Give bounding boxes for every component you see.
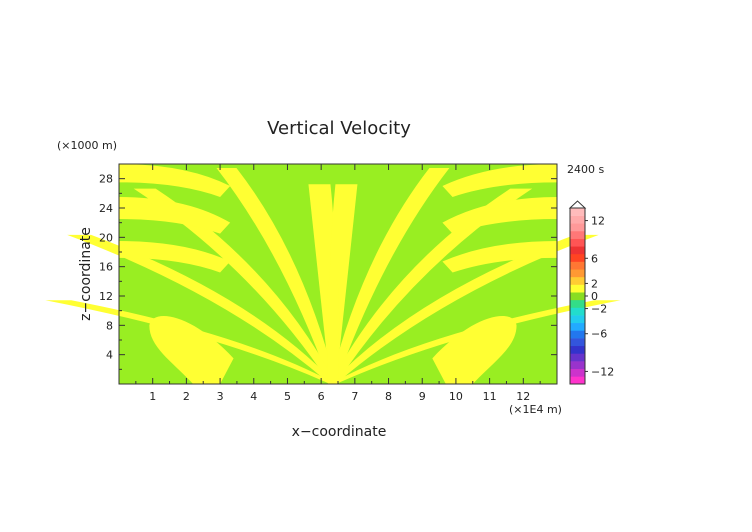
y-tick-label: 8 xyxy=(106,319,113,332)
colorbar-tick-label: 0 xyxy=(591,290,598,303)
x-tick-label: 6 xyxy=(318,390,325,403)
x-tick-label: 2 xyxy=(183,390,190,403)
time-label: 2400 s xyxy=(567,163,604,176)
x-tick-label: 8 xyxy=(385,390,392,403)
colorbar-swatch xyxy=(570,330,585,339)
colorbar-swatch xyxy=(570,215,585,224)
x-tick-label: 12 xyxy=(516,390,530,403)
colorbar-swatch xyxy=(570,261,585,270)
x-tick-label: 10 xyxy=(449,390,463,403)
colorbar-swatch xyxy=(570,208,585,216)
colorbar-swatch xyxy=(570,315,585,324)
colorbar-swatch xyxy=(570,284,585,293)
colorbar-tick-label: 2 xyxy=(591,277,598,290)
x-axis-label: x−coordinate xyxy=(292,424,387,440)
colorbar: 12 6 20−2 −6 −12 xyxy=(568,200,614,385)
x-tick-label: 3 xyxy=(217,390,224,403)
x-tick-label: 11 xyxy=(483,390,497,403)
colorbar-swatch xyxy=(570,376,585,385)
y-tick-label: 12 xyxy=(99,290,113,303)
x-tick-label: 4 xyxy=(250,390,257,403)
y-tick-label: 28 xyxy=(99,173,113,186)
velocity-band xyxy=(329,167,450,384)
velocity-band xyxy=(119,164,231,197)
velocity-band xyxy=(442,164,557,197)
velocity-band xyxy=(442,241,557,273)
colorbar-swatch xyxy=(570,299,585,308)
colorbar-arrow xyxy=(568,200,587,209)
colorbar-swatch xyxy=(570,230,585,239)
colorbar-swatch xyxy=(570,322,585,331)
y-unit-label: (×1000 m) xyxy=(57,139,117,152)
y-axis-ticks: 4 8 12 16 20 24 28 xyxy=(99,173,557,370)
velocity-band xyxy=(119,241,231,273)
colorbar-swatch xyxy=(570,253,585,262)
colorbar-swatch xyxy=(570,246,585,255)
x-tick-label: 1 xyxy=(149,390,156,403)
y-tick-label: 16 xyxy=(99,261,113,274)
colorbar-swatch xyxy=(570,368,585,377)
colorbar-swatch xyxy=(570,292,585,301)
colorbar-swatch xyxy=(570,353,585,362)
colorbar-swatch xyxy=(570,345,585,354)
x-tick-label: 9 xyxy=(419,390,426,403)
x-tick-label: 7 xyxy=(351,390,358,403)
colorbar-swatch xyxy=(570,307,585,316)
velocity-band xyxy=(442,197,557,234)
x-axis-ticks: 1 2 3 4 5 6 7 8 9 10 11 12 xyxy=(135,164,541,403)
velocity-band xyxy=(326,276,340,384)
colorbar-swatch xyxy=(570,238,585,247)
colorbar-tick-label: 12 xyxy=(591,215,605,228)
y-tick-label: 24 xyxy=(99,202,113,215)
colorbar-tick-label: −6 xyxy=(591,328,607,341)
colorbar-swatch xyxy=(570,269,585,278)
velocity-bands xyxy=(45,164,621,384)
x-tick-label: 5 xyxy=(284,390,291,403)
y-axis-label: z−coordinate xyxy=(78,227,94,321)
colorbar-swatch xyxy=(570,338,585,347)
chart-title: Vertical Velocity xyxy=(267,118,411,139)
velocity-band xyxy=(119,197,231,234)
colorbar-tick-label: −12 xyxy=(591,365,614,378)
velocity-band xyxy=(149,315,234,384)
velocity-band xyxy=(432,315,517,384)
x-unit-label: (×1E4 m) xyxy=(509,403,562,416)
colorbar-swatch xyxy=(570,223,585,232)
y-tick-label: 20 xyxy=(99,231,113,244)
colorbar-swatch xyxy=(570,276,585,285)
colorbar-tick-label: 6 xyxy=(591,252,598,265)
colorbar-tick-label: −2 xyxy=(591,303,607,316)
y-tick-label: 4 xyxy=(106,349,113,362)
colorbar-swatch xyxy=(570,361,585,369)
velocity-band xyxy=(216,167,336,384)
